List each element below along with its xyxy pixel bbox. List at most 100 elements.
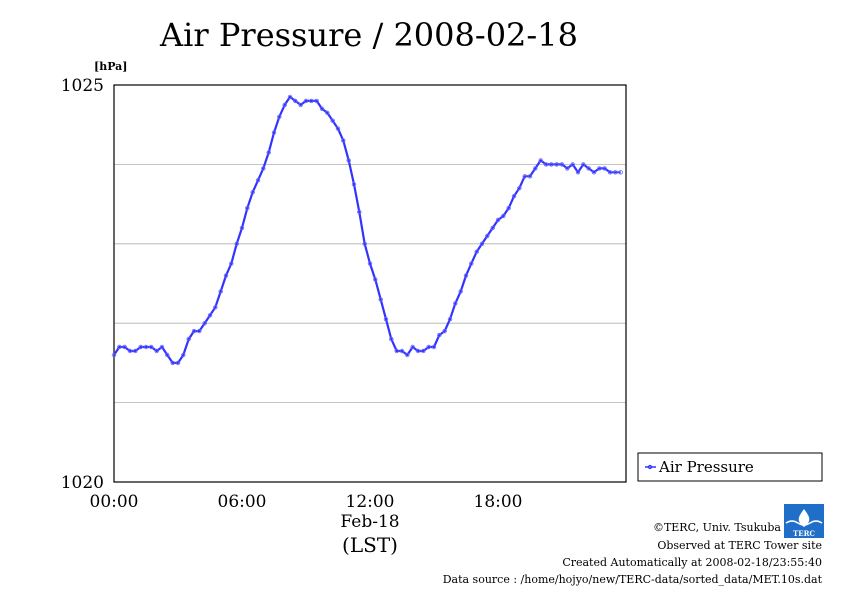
- data-point: [527, 174, 533, 179]
- data-point: [533, 166, 538, 171]
- data-point: [213, 305, 218, 310]
- data-point: [463, 273, 469, 278]
- data-point: [367, 261, 373, 266]
- data-point: [319, 106, 325, 111]
- data-point: [175, 360, 181, 366]
- legend: Air Pressure: [637, 452, 823, 482]
- data-point: [511, 193, 517, 199]
- data-point: [559, 162, 565, 167]
- data-point: [282, 102, 287, 108]
- data-point: [565, 166, 570, 171]
- data-point: [293, 98, 298, 104]
- logo-text: TERC: [793, 529, 815, 538]
- data-point: [250, 189, 255, 195]
- data-point: [485, 233, 490, 239]
- data-point: [591, 170, 597, 175]
- data-point: [309, 98, 314, 104]
- footer-credits: ©TERC, Univ. Tsukuba Observed at TERC To…: [443, 521, 823, 586]
- data-point: [431, 344, 437, 350]
- data-point: [581, 162, 586, 167]
- data-point: [165, 352, 170, 358]
- data-point: [602, 166, 607, 171]
- data-point: [111, 352, 117, 358]
- data-point: [383, 317, 389, 322]
- data-point: [298, 102, 303, 108]
- data-point: [506, 205, 511, 211]
- data-point: [394, 348, 399, 354]
- data-point: [522, 174, 527, 179]
- data-point: [271, 130, 277, 135]
- water-drop-icon: [798, 509, 810, 527]
- observed-text: Observed at TERC Tower site: [657, 539, 822, 552]
- data-point: [469, 261, 474, 266]
- plot-frame: [113, 84, 627, 483]
- data-point: [127, 348, 133, 354]
- data-point: [389, 336, 394, 342]
- data-point: [421, 348, 426, 354]
- data-point: [138, 344, 143, 350]
- data-point: [543, 162, 549, 167]
- data-point: [495, 217, 501, 223]
- x-axis-date-label: Feb-18: [340, 512, 399, 532]
- data-point: [373, 277, 378, 282]
- legend-marker-swatch: [647, 464, 653, 470]
- data-point: [197, 328, 202, 334]
- data-point: [255, 178, 261, 183]
- data-point: [266, 150, 271, 155]
- data-point: [122, 344, 127, 350]
- wave-icon: [785, 520, 823, 526]
- data-point: [458, 289, 463, 294]
- data-point: [154, 348, 159, 354]
- data-point: [335, 126, 341, 131]
- data-point: [223, 273, 229, 278]
- data-point: [239, 225, 245, 231]
- terc-logo: TERC: [784, 504, 824, 538]
- y-tick-label: 1020: [61, 473, 104, 493]
- data-point: [399, 348, 405, 354]
- data-point: [607, 170, 613, 175]
- y-tick-label: 1025: [61, 76, 104, 96]
- data-point: [479, 241, 485, 246]
- data-point: [218, 289, 223, 294]
- data-point: [378, 297, 383, 302]
- data-point: [554, 162, 559, 167]
- x-tick-label: 06:00: [218, 492, 267, 512]
- data-point: [186, 336, 191, 342]
- data-point: [453, 301, 458, 306]
- data-point: [447, 317, 453, 322]
- chart-title: Air Pressure / 2008-02-18: [159, 16, 578, 54]
- data-point: [207, 313, 213, 318]
- data-point: [341, 138, 346, 143]
- x-tick-label: 12:00: [346, 492, 395, 512]
- legend-label: Air Pressure: [658, 458, 754, 476]
- data-point: [405, 352, 410, 358]
- data-point: [437, 332, 442, 338]
- data-point: [362, 241, 367, 246]
- data-point: [474, 249, 479, 254]
- data-point: [287, 94, 293, 100]
- data-source-text: Data source : /home/hojyo/new/TERC-data/…: [443, 573, 823, 586]
- x-tick-label: 18:00: [474, 492, 523, 512]
- x-axis: 00:00 06:00 12:00 18:00: [90, 492, 523, 512]
- data-point: [149, 344, 154, 350]
- x-tick-label: 00:00: [90, 492, 139, 512]
- data-point: [586, 166, 591, 171]
- data-point: [490, 225, 495, 231]
- data-point: [351, 182, 357, 187]
- data-point: [549, 162, 554, 167]
- data-point: [117, 344, 122, 350]
- data-point: [181, 352, 186, 358]
- data-point: [613, 170, 618, 175]
- data-point: [191, 328, 197, 334]
- data-point: [245, 205, 250, 211]
- data-point: [415, 348, 421, 354]
- data-point: [538, 158, 543, 163]
- x-axis-unit-label: (LST): [342, 533, 398, 557]
- data-point: [442, 328, 447, 334]
- data-point: [133, 348, 138, 354]
- data-point: [357, 209, 362, 215]
- data-point: [143, 344, 149, 350]
- series-layer: [111, 94, 623, 366]
- data-point: [618, 170, 623, 175]
